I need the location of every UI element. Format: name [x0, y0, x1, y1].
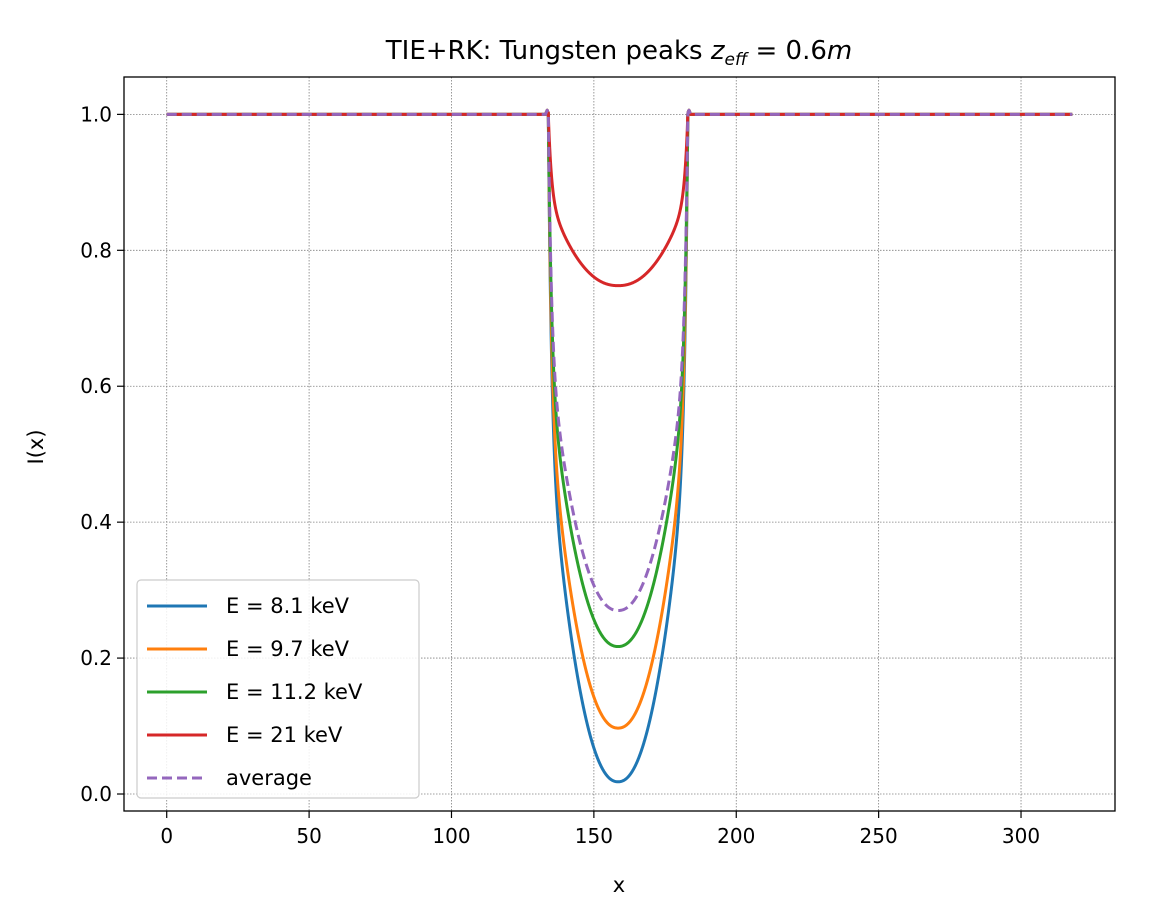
series-line-4 [166, 108, 1073, 613]
series-line-3 [166, 108, 1073, 288]
legend-box [136, 579, 420, 799]
legend-label-2: E = 11.2 keV [226, 680, 363, 704]
chart-title-math: z [710, 36, 726, 66]
y-tick-label: 0.8 [80, 238, 112, 262]
legend-label-1: E = 9.7 keV [226, 637, 350, 661]
plot-layer [166, 108, 1073, 784]
x-tick-label: 200 [717, 824, 755, 848]
x-axis-label: x [613, 873, 625, 897]
chart-title: TIE+RK: Tungsten peaks zeff = 0.6m [385, 36, 852, 70]
series-line-1 [166, 108, 1073, 730]
axes-layer: 0 50 100 150 200 250 300 0.0 0.2 0.4 0.6 0.8 1.0 [80, 76, 1116, 848]
y-axis-label: I(x) [24, 429, 48, 464]
plot-frame [123, 76, 1116, 812]
y-tick-label: 1.0 [80, 102, 112, 126]
y-tick-label: 0.2 [80, 646, 112, 670]
legend-label-3: E = 21 keV [226, 723, 343, 747]
legend-label-0: E = 8.1 keV [226, 594, 350, 618]
x-tick-label: 150 [575, 824, 613, 848]
x-tick-label: 300 [1002, 824, 1040, 848]
x-tick-label: 50 [296, 824, 321, 848]
x-tick-label: 250 [860, 824, 898, 848]
legend-label-4: average [226, 766, 312, 790]
y-tick-label: 0.4 [80, 510, 112, 534]
chart-title-text: TIE+RK: Tungsten peaks [385, 36, 711, 66]
x-tick-label: 100 [432, 824, 470, 848]
series-line-0 [166, 108, 1073, 784]
y-tick-label: 0.0 [80, 782, 112, 806]
series-line-2 [166, 108, 1073, 649]
x-tick-label: 0 [160, 824, 173, 848]
legend: E = 8.1 keV E = 9.7 keV E = 11.2 keV E = 21… [136, 579, 420, 799]
y-tick-label: 0.6 [80, 374, 112, 398]
